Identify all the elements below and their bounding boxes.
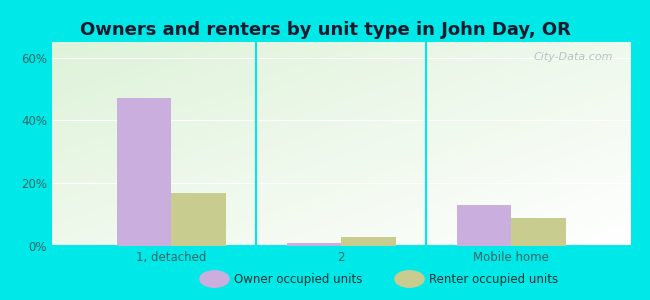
Text: Owner occupied units: Owner occupied units — [234, 272, 363, 286]
Bar — [512, 218, 566, 246]
Text: Owners and renters by unit type in John Day, OR: Owners and renters by unit type in John … — [79, 21, 571, 39]
Bar — [116, 98, 171, 246]
Bar — [341, 237, 396, 246]
Bar — [287, 243, 341, 246]
Text: Renter occupied units: Renter occupied units — [429, 272, 558, 286]
Bar — [457, 205, 512, 246]
Text: City-Data.com: City-Data.com — [534, 52, 613, 62]
Bar — [171, 193, 226, 246]
